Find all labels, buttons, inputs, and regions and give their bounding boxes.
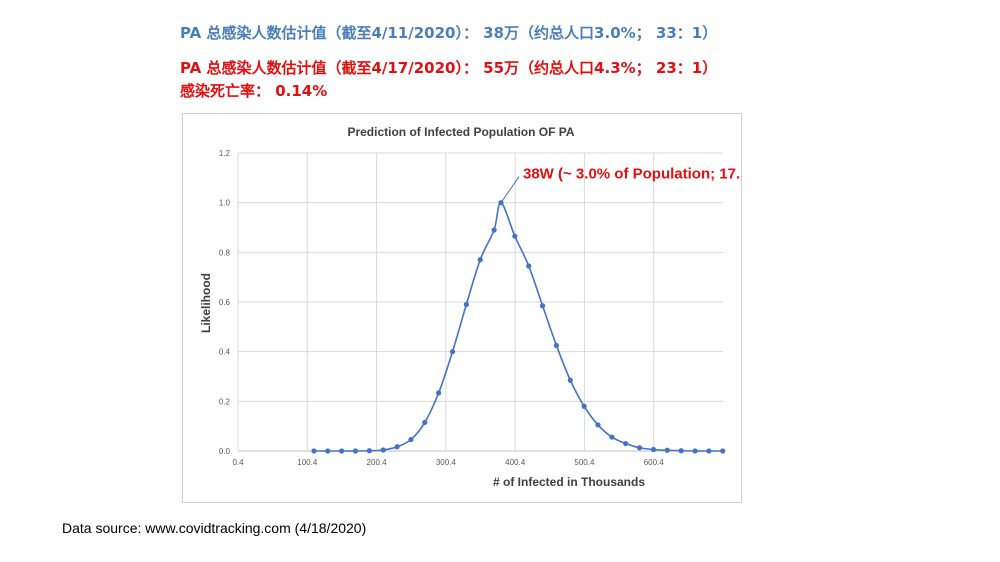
y-tick-label: 0.2 bbox=[219, 397, 231, 406]
x-tick-label: 200.4 bbox=[367, 458, 388, 467]
data-point bbox=[512, 233, 518, 239]
x-tick-label: 0.4 bbox=[232, 458, 244, 467]
x-tick-labels: 0.4 100.4 200.4 300.4 400.4 500.4 600.4 bbox=[232, 458, 664, 467]
annotation-leader bbox=[500, 176, 520, 203]
chart-title: Prediction of Infected Population OF PA bbox=[347, 125, 574, 139]
annotation-label: 38W (~ 3.0% of Population; 17.5X diagnos… bbox=[523, 166, 741, 183]
data-point bbox=[311, 448, 317, 454]
data-point bbox=[636, 445, 643, 451]
x-axis-label: # of Infected in Thousands bbox=[493, 475, 645, 489]
data-point bbox=[581, 403, 587, 409]
data-point bbox=[664, 447, 670, 453]
data-point bbox=[567, 377, 573, 383]
x-tick-label: 300.4 bbox=[436, 458, 457, 467]
header-line-2: PA 总感染人数估计值（截至4/17/2020）： 55万（约总人口4.3%； … bbox=[180, 59, 718, 77]
y-tick-labels: 0.0 0.2 0.4 0.6 0.8 1.0 1.2 bbox=[219, 149, 231, 456]
data-source-note: Data source: www.covidtracking.com (4/18… bbox=[62, 520, 367, 536]
data-point bbox=[325, 448, 331, 454]
data-point bbox=[477, 257, 483, 263]
data-point bbox=[408, 436, 414, 443]
x-tick-label: 100.4 bbox=[297, 458, 318, 467]
y-tick-label: 1.0 bbox=[219, 199, 231, 208]
data-point bbox=[491, 227, 497, 233]
y-tick-label: 0.4 bbox=[219, 348, 231, 357]
x-tick-label: 600.4 bbox=[644, 458, 665, 467]
y-tick-label: 1.2 bbox=[219, 149, 231, 158]
y-tick-label: 0.0 bbox=[219, 447, 231, 456]
data-point bbox=[463, 301, 469, 308]
y-tick-label: 0.6 bbox=[219, 298, 231, 307]
data-point bbox=[678, 448, 684, 454]
data-point bbox=[339, 448, 345, 454]
data-point bbox=[436, 390, 442, 396]
data-point bbox=[609, 434, 615, 440]
y-tick-label: 0.8 bbox=[219, 248, 231, 257]
data-series bbox=[311, 200, 726, 454]
data-point bbox=[380, 447, 386, 453]
chart-svg: Prediction of Infected Population OF PA … bbox=[199, 125, 741, 489]
data-point bbox=[449, 349, 456, 355]
header-line-1: PA 总感染人数估计值（截至4/11/2020）： 38万（约总人口3.0%； … bbox=[180, 24, 718, 42]
data-point bbox=[539, 303, 546, 309]
data-point bbox=[526, 263, 532, 269]
data-point bbox=[595, 422, 601, 428]
chart-container: Prediction of Infected Population OF PA … bbox=[182, 113, 742, 503]
x-tick-label: 400.4 bbox=[505, 458, 526, 467]
series-line bbox=[313, 201, 723, 452]
data-point bbox=[366, 448, 372, 454]
data-point bbox=[352, 448, 359, 454]
y-axis-label: Likelihood bbox=[199, 273, 213, 333]
annotation-group: 38W (~ 3.0% of Population; 17.5X diagnos… bbox=[500, 166, 741, 203]
header-line-3: 感染死亡率： 0.14% bbox=[180, 82, 328, 100]
data-point bbox=[422, 419, 428, 426]
data-point bbox=[394, 444, 400, 450]
data-point bbox=[720, 448, 726, 454]
data-point bbox=[706, 448, 712, 454]
data-point bbox=[623, 440, 629, 447]
x-tick-label: 500.4 bbox=[574, 458, 595, 467]
data-point bbox=[650, 446, 657, 453]
data-point bbox=[553, 342, 560, 349]
gridlines bbox=[237, 152, 723, 452]
data-point bbox=[692, 448, 698, 454]
